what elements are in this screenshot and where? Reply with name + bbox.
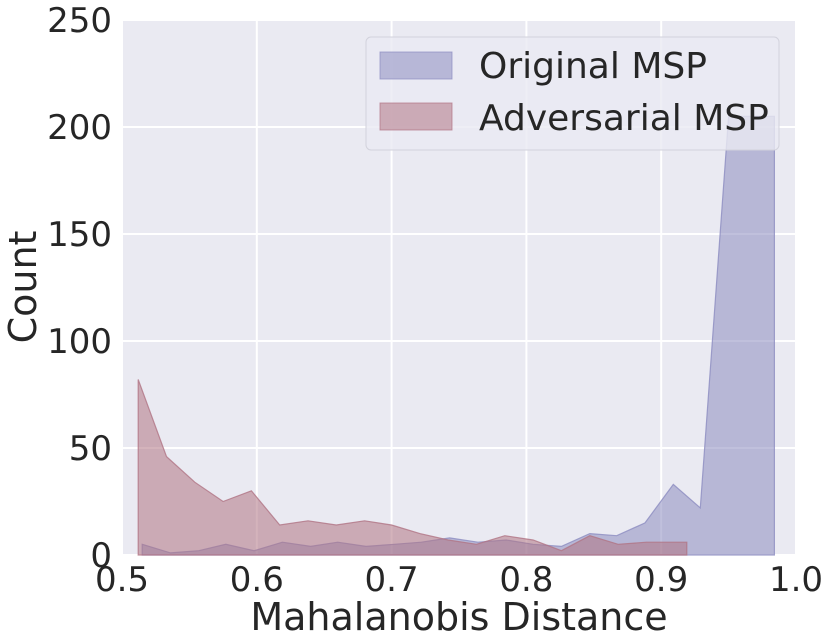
x-tick-label: 1.0 (769, 560, 823, 600)
y-tick-label: 150 (47, 215, 112, 255)
series-layer (137, 115, 775, 556)
x-tick-label: 0.7 (365, 560, 419, 600)
x-tick-label: 0.6 (230, 560, 284, 600)
x-tick-label: 0.8 (499, 560, 553, 600)
legend: Original MSP Adversarial MSP (365, 36, 780, 151)
series-area-adversarial-msp (137, 379, 688, 556)
y-tick-label: 200 (47, 108, 112, 148)
legend-swatch-adversarial-msp (379, 102, 453, 131)
legend-label-adversarial-msp: Adversarial MSP (479, 98, 769, 139)
legend-label-original-msp: Original MSP (479, 46, 707, 87)
legend-box (365, 36, 780, 151)
y-tick-label: 50 (69, 429, 112, 469)
x-tick-label: 0.5 (95, 560, 149, 600)
y-tick-label: 0 (90, 536, 112, 576)
y-tick-label: 250 (47, 1, 112, 41)
x-tick-labels: 0.5 0.6 0.7 0.8 0.9 1.0 (95, 560, 823, 600)
y-tick-labels: 0 50 100 150 200 250 (47, 1, 112, 576)
y-axis-label: Count (1, 231, 45, 344)
x-axis-label: Mahalanobis Distance (250, 595, 667, 639)
y-tick-label: 100 (47, 322, 112, 362)
x-tick-label: 0.9 (634, 560, 688, 600)
legend-swatch-original-msp (379, 51, 453, 80)
